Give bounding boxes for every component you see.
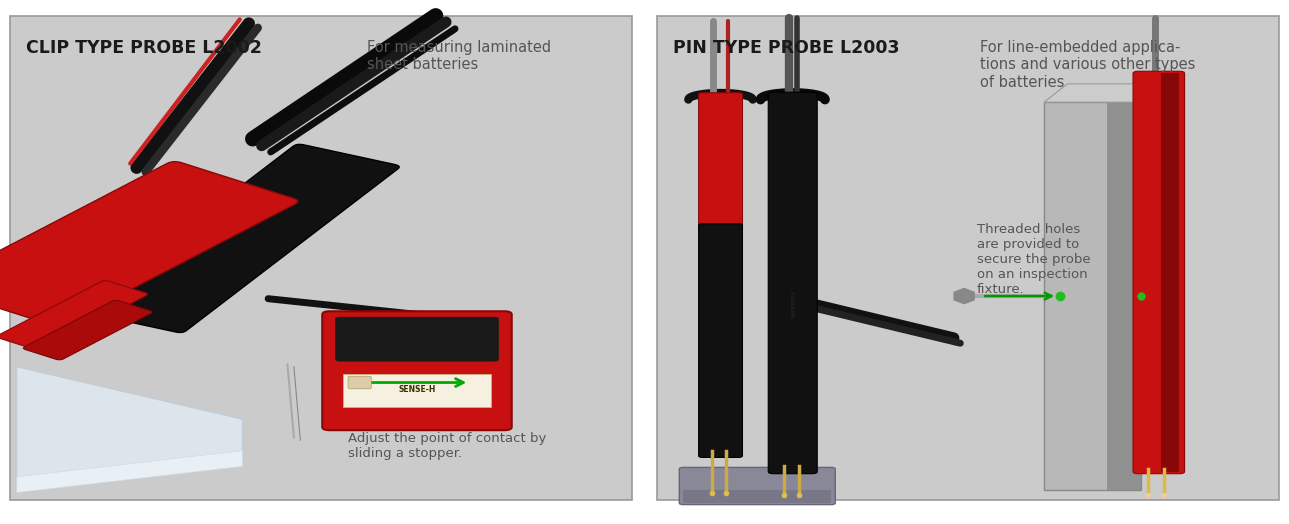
Text: PIN TYPE PROBE L2003: PIN TYPE PROBE L2003 (673, 39, 900, 57)
FancyBboxPatch shape (768, 92, 817, 474)
Polygon shape (954, 289, 974, 303)
Polygon shape (1044, 84, 1164, 102)
Text: |||||||||||||||||||: ||||||||||||||||||| (790, 291, 795, 317)
Text: Adjust the point of contact by
sliding a stopper.: Adjust the point of contact by sliding a… (348, 432, 547, 460)
Text: Threaded holes
are provided to
secure the probe
on an inspection
fixture.: Threaded holes are provided to secure th… (977, 223, 1090, 296)
FancyBboxPatch shape (1161, 73, 1179, 472)
Polygon shape (17, 367, 242, 482)
Text: For measuring laminated
sheet batteries: For measuring laminated sheet batteries (367, 40, 552, 72)
FancyBboxPatch shape (80, 144, 400, 333)
FancyBboxPatch shape (1044, 102, 1141, 490)
FancyBboxPatch shape (699, 93, 742, 232)
FancyBboxPatch shape (348, 376, 371, 389)
FancyBboxPatch shape (1133, 71, 1185, 474)
Text: SENSE-H: SENSE-H (398, 385, 436, 394)
Polygon shape (17, 451, 242, 493)
FancyBboxPatch shape (322, 311, 512, 430)
FancyBboxPatch shape (683, 490, 831, 503)
FancyBboxPatch shape (335, 317, 499, 362)
FancyBboxPatch shape (23, 300, 152, 360)
FancyBboxPatch shape (0, 280, 147, 351)
FancyBboxPatch shape (657, 16, 1279, 500)
Text: CLIP TYPE PROBE L2002: CLIP TYPE PROBE L2002 (26, 39, 262, 57)
FancyBboxPatch shape (699, 224, 742, 457)
FancyBboxPatch shape (343, 374, 491, 407)
FancyBboxPatch shape (679, 467, 835, 505)
Text: For line-embedded applica-
tions and various other types
of batteries: For line-embedded applica- tions and var… (980, 40, 1195, 90)
FancyBboxPatch shape (1107, 102, 1141, 490)
FancyBboxPatch shape (0, 161, 298, 326)
FancyBboxPatch shape (10, 16, 632, 500)
